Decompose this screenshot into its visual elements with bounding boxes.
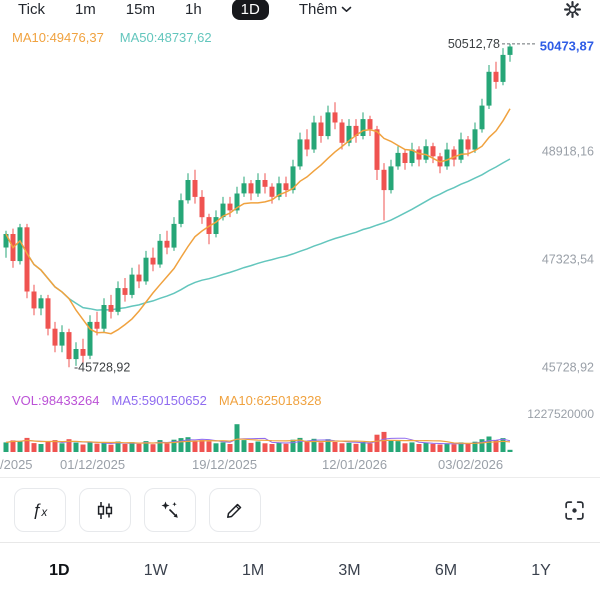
volume-axis-max-label: 1227520000: [527, 407, 594, 421]
price-tick-label: 48918,16: [542, 145, 594, 159]
tab-1h[interactable]: 1h: [184, 0, 202, 18]
volume-ma10-line: [5, 438, 511, 445]
ma10-value-label: MA10:49476,37: [12, 30, 104, 45]
price-chart-area[interactable]: MA10:49476,37 MA50:48737,62 48918,16 4732…: [0, 24, 600, 392]
pencil-icon: [227, 503, 242, 518]
tab-1d-selected[interactable]: 1D: [231, 0, 269, 20]
volume-pane[interactable]: VOL:98433264 MA5:590150652 MA10:62501832…: [0, 392, 600, 452]
draw-button[interactable]: [209, 488, 261, 532]
tab-15m[interactable]: 15m: [125, 0, 155, 18]
scan-focus-icon: [565, 500, 584, 520]
vol-ma5-label: MA5:590150652: [111, 393, 207, 408]
x-axis-label: 01/12/2025: [60, 457, 126, 472]
price-tick-label: 45728,92: [542, 360, 594, 374]
timeframe-toolbar: Tick 1m 15m 1h 1D Thêm: [0, 0, 600, 24]
x-axis-row: /2025 01/12/2025 19/12/2025 12/01/2026 03/02…: [0, 452, 600, 478]
gear-icon: [563, 0, 582, 18]
candlestick-icon: [97, 502, 113, 519]
chart-settings-button[interactable]: [563, 0, 582, 19]
period-1d[interactable]: 1D: [49, 562, 70, 579]
ma10-line: [5, 108, 511, 335]
chart-tools-bar: ƒₓ: [0, 478, 600, 542]
current-price-label: 50473,87: [540, 39, 594, 54]
period-6m[interactable]: 6M: [434, 562, 458, 579]
x-axis-label: 03/02/2026: [438, 457, 504, 472]
min-price-annotation: -45728,92: [74, 360, 130, 374]
max-price-annotation: 50512,78: [448, 37, 500, 51]
formula-fx-icon: ƒₓ: [32, 500, 48, 519]
x-axis-label: 12/01/2026: [322, 457, 388, 472]
vol-value-label: VOL:98433264: [12, 393, 100, 408]
candlestick-chart-svg[interactable]: 48918,16 47323,54 45728,92 50473,87 50512,78…: [0, 24, 600, 392]
volume-bars-svg[interactable]: [0, 422, 600, 452]
volume-bars: [3, 424, 513, 452]
tab-tick[interactable]: Tick: [18, 0, 45, 18]
more-label: Thêm: [298, 0, 338, 18]
vol-ma10-label: MA10:625018328: [218, 393, 322, 408]
ma-indicator-row: MA10:49476,37 MA50:48737,62: [12, 30, 212, 45]
indicators-button[interactable]: ƒₓ: [14, 488, 66, 532]
fullscreen-chart-button[interactable]: [563, 499, 586, 522]
chevron-down-icon: [341, 6, 352, 12]
period-1w[interactable]: 1W: [143, 562, 168, 579]
volume-indicator-row: VOL:98433264 MA5:590150652 MA10:62501832…: [12, 393, 322, 408]
period-1y[interactable]: 1Y: [531, 562, 551, 579]
period-selector-bar: 1D 1W 1M 3M 6M 1Y: [0, 542, 600, 599]
period-3m[interactable]: 3M: [338, 562, 361, 579]
period-1m[interactable]: 1M: [241, 562, 265, 579]
price-tick-label: 47323,54: [542, 253, 594, 267]
x-axis-label: /2025: [0, 457, 33, 472]
more-timeframes-button[interactable]: Thêm: [299, 1, 352, 18]
x-axis-label: 19/12/2025: [192, 457, 258, 472]
chart-type-button[interactable]: [79, 488, 131, 532]
ai-assistant-button[interactable]: [144, 488, 196, 532]
tab-1m[interactable]: 1m: [74, 0, 96, 18]
ma50-value-label: MA50:48737,62: [119, 30, 212, 45]
candlesticks: [3, 43, 513, 368]
magic-wand-sparkles-icon: [161, 501, 178, 518]
ma50-line: [5, 158, 511, 311]
